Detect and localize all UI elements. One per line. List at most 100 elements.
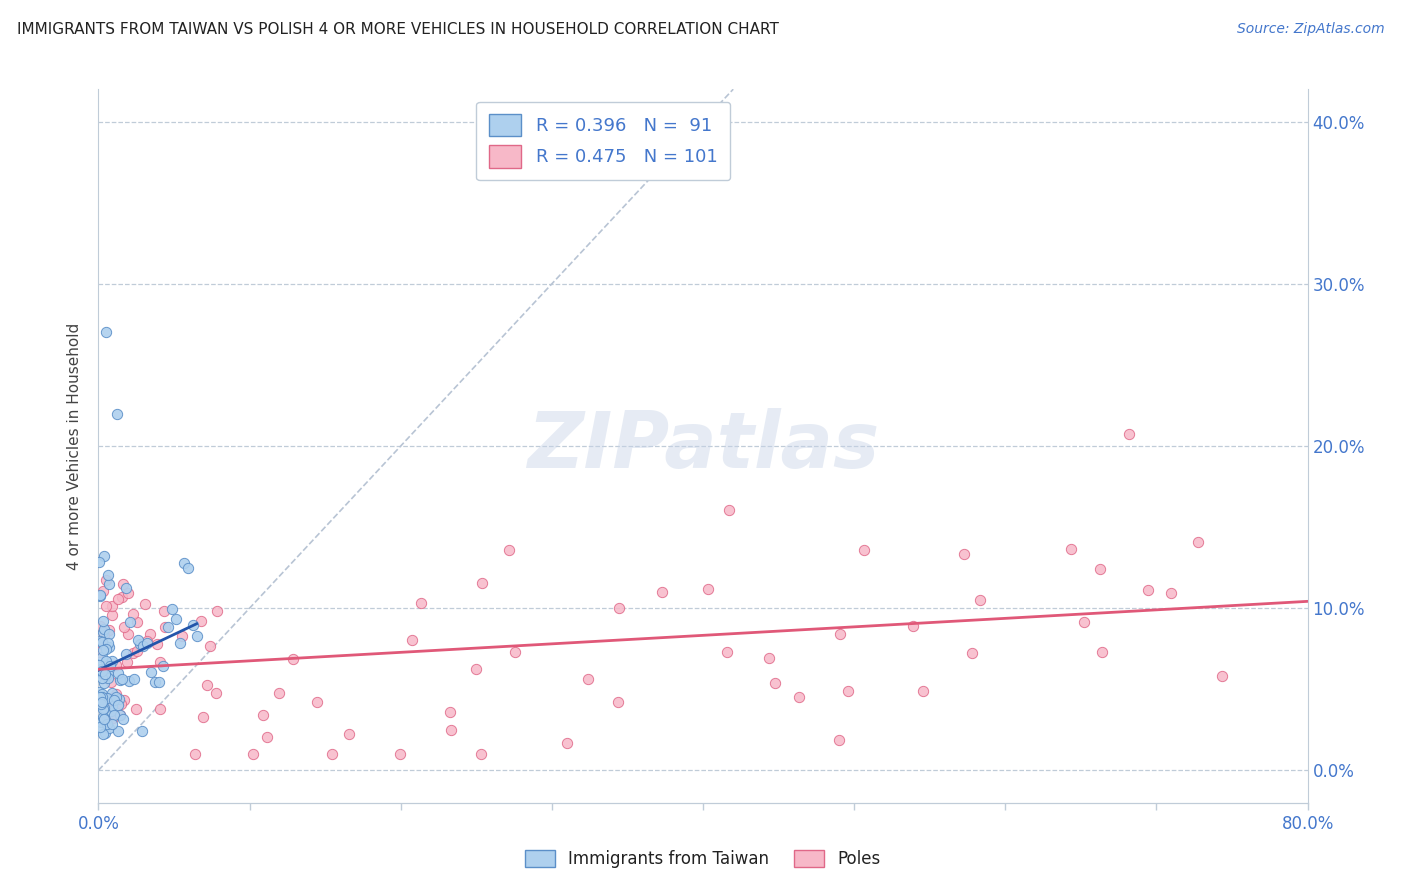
Point — [115, 582, 138, 596]
Point — [718, 503, 741, 517]
Point — [90, 696, 112, 710]
Point — [121, 607, 143, 621]
Point — [94, 641, 117, 656]
Point — [94, 695, 117, 709]
Point — [89, 588, 111, 602]
Point — [1136, 582, 1159, 597]
Point — [94, 690, 117, 705]
Point — [98, 659, 121, 673]
Point — [1073, 615, 1095, 629]
Point — [125, 644, 148, 658]
Point — [763, 675, 786, 690]
Point — [153, 620, 176, 634]
Point — [89, 720, 111, 734]
Point — [93, 623, 115, 637]
Point — [439, 705, 461, 719]
Point — [108, 707, 131, 722]
Point — [97, 635, 120, 649]
Point — [205, 604, 228, 618]
Point — [91, 643, 114, 657]
Point — [125, 702, 148, 716]
Point — [93, 638, 115, 652]
Point — [91, 727, 114, 741]
Point — [103, 692, 125, 706]
Point — [852, 543, 875, 558]
Point — [105, 407, 128, 421]
Point — [91, 688, 114, 702]
Point — [160, 602, 183, 616]
Point — [195, 678, 218, 692]
Point — [111, 590, 134, 604]
Point — [912, 684, 935, 698]
Point — [107, 592, 129, 607]
Point — [651, 585, 673, 599]
Point — [186, 629, 208, 643]
Point — [107, 723, 129, 738]
Point — [505, 645, 527, 659]
Point — [149, 655, 172, 669]
Point — [281, 652, 304, 666]
Point — [93, 698, 115, 712]
Point — [148, 674, 170, 689]
Point — [169, 636, 191, 650]
Point — [98, 577, 121, 591]
Point — [91, 635, 114, 649]
Point — [89, 694, 111, 708]
Point — [152, 659, 174, 673]
Point — [606, 695, 628, 709]
Point — [118, 674, 141, 689]
Point — [337, 727, 360, 741]
Point — [96, 654, 118, 668]
Point — [411, 596, 433, 610]
Point — [115, 655, 138, 669]
Point — [307, 695, 329, 709]
Point — [1088, 562, 1111, 576]
Point — [91, 625, 114, 640]
Point — [104, 687, 127, 701]
Point — [117, 586, 139, 600]
Point — [153, 604, 176, 618]
Point — [91, 615, 114, 629]
Point — [962, 646, 984, 660]
Point — [117, 626, 139, 640]
Point — [101, 599, 124, 613]
Point — [607, 600, 630, 615]
Point — [131, 724, 153, 739]
Point — [93, 675, 115, 690]
Point — [104, 658, 127, 673]
Point — [146, 637, 169, 651]
Point — [89, 619, 111, 633]
Point — [111, 672, 134, 686]
Point — [112, 577, 135, 591]
Point — [89, 555, 111, 569]
Point — [108, 707, 131, 722]
Point — [321, 747, 343, 761]
Point — [129, 637, 152, 651]
Point — [96, 669, 118, 683]
Point — [471, 576, 494, 591]
Point — [252, 707, 274, 722]
Point — [269, 686, 291, 700]
Point — [465, 662, 488, 676]
Point — [96, 717, 118, 731]
Point — [89, 685, 111, 699]
Point — [96, 690, 118, 705]
Point — [101, 686, 124, 700]
Point — [91, 672, 114, 686]
Point — [94, 326, 117, 340]
Point — [101, 693, 124, 707]
Point — [200, 639, 222, 653]
Point — [242, 747, 264, 761]
Point — [91, 690, 114, 704]
Point — [93, 628, 115, 642]
Point — [1211, 669, 1233, 683]
Point — [93, 726, 115, 740]
Point — [256, 730, 278, 744]
Point — [103, 708, 125, 723]
Point — [139, 626, 162, 640]
Point — [101, 716, 124, 731]
Point — [143, 675, 166, 690]
Point — [1160, 586, 1182, 600]
Point — [122, 646, 145, 660]
Point — [758, 651, 780, 665]
